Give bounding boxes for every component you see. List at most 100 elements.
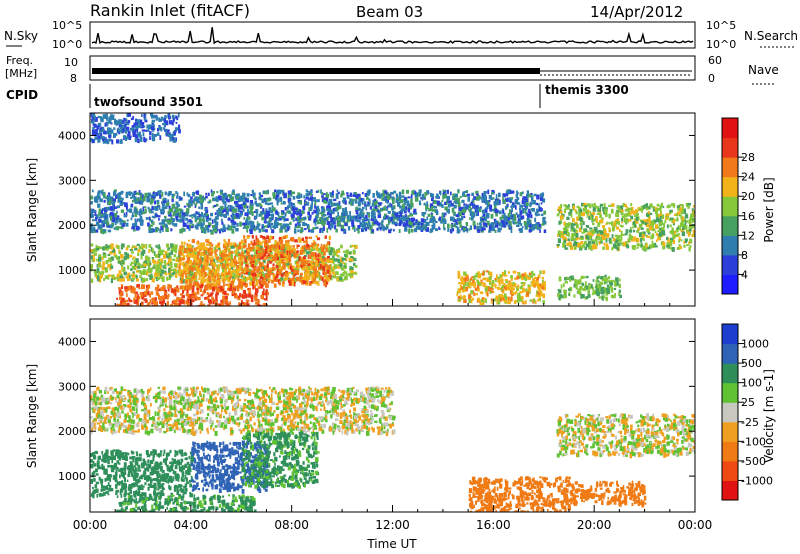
power-panel-cell (109, 224, 113, 229)
power-panel-cell (214, 228, 218, 233)
power-panel-cell (178, 212, 181, 217)
power-panel-cell (221, 196, 224, 201)
power-panel-cell (261, 255, 265, 259)
power-panel-cell (254, 284, 256, 289)
power-panel-cell (164, 216, 167, 221)
power-panel-cell (290, 202, 293, 207)
power-panel-cell (237, 267, 239, 272)
power-panel-cell (380, 193, 383, 197)
power-panel-cell (298, 264, 301, 268)
power-panel-cell (185, 284, 189, 289)
power-panel-cell (156, 267, 159, 272)
power-panel-cell (262, 259, 266, 264)
power-panel-cell (245, 266, 249, 272)
power-panel-cell (115, 255, 119, 260)
power-panel-cell (166, 202, 170, 206)
power-panel-cell (186, 243, 189, 247)
power-panel-cell (251, 189, 254, 193)
power-panel-cell (349, 192, 353, 197)
power-panel-cell (476, 222, 479, 226)
power-panel-cell (642, 231, 646, 237)
power-panel-cell (238, 302, 241, 306)
power-panel-cell (462, 287, 465, 293)
power-panel-cell (257, 266, 261, 272)
power-panel-cell (118, 220, 121, 223)
power-panel-cell (365, 227, 367, 232)
power-panel-cell (447, 189, 449, 195)
power-panel-cell (619, 278, 621, 282)
power-panel-cell (116, 277, 120, 282)
power-panel-cell (97, 273, 100, 276)
power-panel-cell (462, 206, 466, 212)
power-panel-cell (95, 214, 99, 219)
power-panel-cell (395, 198, 399, 203)
power-panel-cell (263, 265, 268, 268)
power-panel-cell (238, 268, 243, 272)
power-panel-cell (317, 209, 321, 212)
power-panel-cell (323, 257, 327, 262)
power-panel-cell (505, 193, 509, 197)
power-panel-cell (450, 216, 454, 222)
power-panel-cell (190, 225, 194, 229)
power-panel-cell (263, 298, 267, 301)
power-panel-cell (559, 231, 562, 235)
nsky-label: N.Sky (4, 29, 38, 43)
power-panel-cell (291, 281, 294, 286)
power-panel-cell (203, 213, 206, 218)
power-panel-cell (277, 211, 280, 217)
power-panel-cell (329, 273, 332, 277)
power-panel-cell (384, 196, 387, 199)
power-panel-cell (181, 278, 185, 284)
power-panel-cell (287, 249, 290, 253)
power-panel-cell (452, 193, 456, 198)
power-panel-cell (397, 217, 400, 221)
power-panel-cell (378, 195, 382, 199)
power-panel-cell (598, 285, 601, 289)
power-panel-cell (542, 300, 545, 304)
power-panel-cell (473, 282, 477, 287)
power-panel-cell (163, 300, 166, 304)
power-panel-cell (599, 281, 603, 285)
power-panel-cell (145, 288, 148, 294)
power-panel-cell (209, 270, 212, 274)
power-panel-cell (185, 300, 188, 304)
power-panel-cell (413, 229, 417, 232)
power-panel-cell (421, 225, 425, 231)
power-panel-cell (377, 213, 382, 219)
power-panel-cell (133, 209, 137, 213)
power-panel-cell (486, 221, 489, 225)
power-panel-cell (527, 276, 531, 280)
power-panel-cell (364, 193, 367, 197)
power-panel-cell (297, 215, 300, 220)
power-panel-cell (325, 266, 328, 271)
power-panel-cell (128, 254, 133, 258)
power-panel-cell (525, 208, 528, 211)
power-panel-cell (202, 290, 205, 296)
power-panel-cell (348, 257, 351, 262)
power-panel-cell (98, 212, 101, 216)
power-panel-cell (486, 213, 490, 218)
power-panel-cell (104, 215, 107, 219)
power-panel-cell (216, 281, 220, 285)
power-panel-cell (199, 217, 202, 222)
power-panel-cell (421, 212, 424, 216)
power-panel-cell (130, 263, 133, 267)
power-panel-cell (143, 244, 145, 248)
power-panel-cell (217, 212, 221, 217)
power-panel-cell (446, 210, 449, 213)
power-panel-cell (193, 267, 196, 271)
power-panel-cell (258, 273, 261, 277)
power-panel-cell (315, 235, 318, 238)
power-panel-cell (373, 221, 377, 225)
power-panel-cell (236, 195, 239, 199)
power-panel-cell (104, 275, 108, 280)
power-panel-cell (463, 209, 466, 213)
power-panel-cell (448, 200, 452, 204)
cpid-label: CPID (6, 88, 38, 102)
power-panel-cell (365, 205, 367, 211)
power-panel-cell (495, 212, 498, 217)
power-panel-cell (349, 198, 352, 202)
power-panel-cell (223, 250, 226, 255)
power-panel-cell (169, 262, 173, 267)
